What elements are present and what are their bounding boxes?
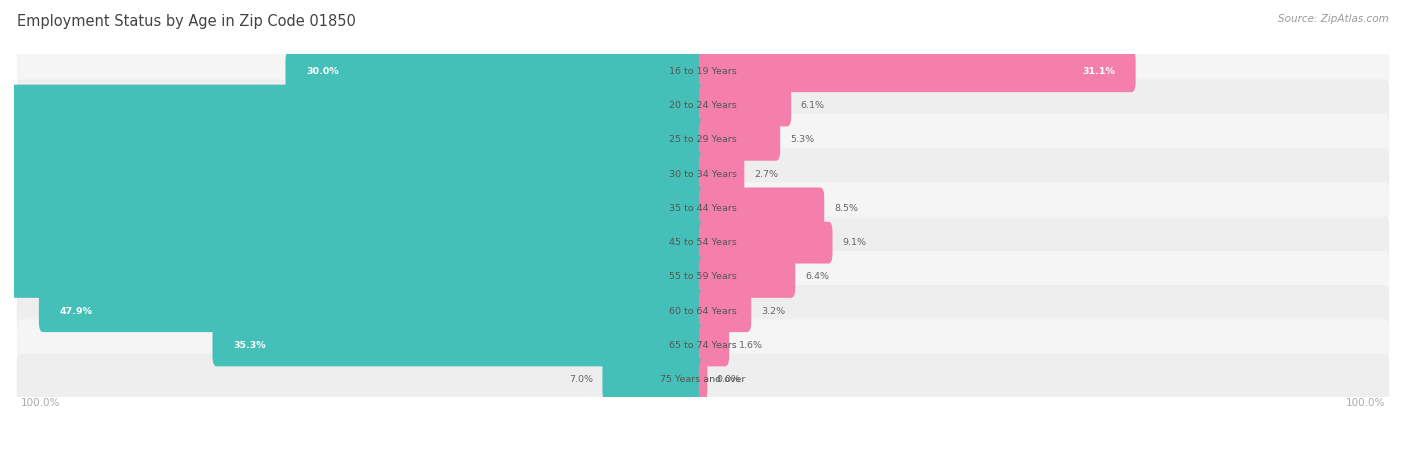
FancyBboxPatch shape [212, 325, 707, 366]
Text: 75 Years and over: 75 Years and over [661, 375, 745, 384]
Text: 100.0%: 100.0% [21, 398, 60, 408]
FancyBboxPatch shape [699, 119, 780, 161]
FancyBboxPatch shape [699, 188, 824, 229]
FancyBboxPatch shape [0, 222, 707, 263]
FancyBboxPatch shape [17, 79, 1389, 132]
FancyBboxPatch shape [0, 119, 707, 161]
FancyBboxPatch shape [17, 354, 1389, 406]
Text: 55 to 59 Years: 55 to 59 Years [669, 272, 737, 281]
FancyBboxPatch shape [0, 188, 707, 229]
Text: 20 to 24 Years: 20 to 24 Years [669, 101, 737, 110]
Text: 8.5%: 8.5% [834, 204, 858, 213]
FancyBboxPatch shape [17, 114, 1389, 166]
FancyBboxPatch shape [17, 285, 1389, 337]
FancyBboxPatch shape [17, 45, 1389, 97]
Text: 60 to 64 Years: 60 to 64 Years [669, 307, 737, 316]
Text: 1.6%: 1.6% [738, 341, 763, 350]
Text: Employment Status by Age in Zip Code 01850: Employment Status by Age in Zip Code 018… [17, 14, 356, 28]
Text: 35.3%: 35.3% [233, 341, 266, 350]
Text: 45 to 54 Years: 45 to 54 Years [669, 238, 737, 247]
Text: 2.7%: 2.7% [754, 170, 778, 179]
FancyBboxPatch shape [602, 359, 707, 400]
FancyBboxPatch shape [0, 85, 707, 126]
Text: 9.1%: 9.1% [842, 238, 866, 247]
Text: 0.0%: 0.0% [717, 375, 741, 384]
Text: 16 to 19 Years: 16 to 19 Years [669, 67, 737, 76]
FancyBboxPatch shape [17, 182, 1389, 235]
FancyBboxPatch shape [699, 222, 832, 263]
FancyBboxPatch shape [285, 51, 707, 92]
Text: Source: ZipAtlas.com: Source: ZipAtlas.com [1278, 14, 1389, 23]
FancyBboxPatch shape [39, 290, 707, 332]
Text: 6.1%: 6.1% [801, 101, 825, 110]
FancyBboxPatch shape [699, 51, 1136, 92]
Text: 35 to 44 Years: 35 to 44 Years [669, 204, 737, 213]
Text: 5.3%: 5.3% [790, 135, 814, 144]
FancyBboxPatch shape [17, 216, 1389, 269]
Text: 65 to 74 Years: 65 to 74 Years [669, 341, 737, 350]
Text: 3.2%: 3.2% [761, 307, 785, 316]
Text: 30 to 34 Years: 30 to 34 Years [669, 170, 737, 179]
Text: 6.4%: 6.4% [806, 272, 830, 281]
Text: 7.0%: 7.0% [569, 375, 593, 384]
FancyBboxPatch shape [17, 148, 1389, 200]
Text: 47.9%: 47.9% [59, 307, 93, 316]
FancyBboxPatch shape [0, 256, 707, 298]
Text: 31.1%: 31.1% [1083, 67, 1115, 76]
FancyBboxPatch shape [699, 290, 751, 332]
Text: 100.0%: 100.0% [1346, 398, 1385, 408]
Text: 25 to 29 Years: 25 to 29 Years [669, 135, 737, 144]
FancyBboxPatch shape [699, 325, 730, 366]
FancyBboxPatch shape [17, 319, 1389, 372]
FancyBboxPatch shape [699, 85, 792, 126]
FancyBboxPatch shape [699, 256, 796, 298]
Text: 30.0%: 30.0% [307, 67, 339, 76]
FancyBboxPatch shape [699, 153, 744, 195]
FancyBboxPatch shape [0, 153, 707, 195]
FancyBboxPatch shape [699, 359, 707, 400]
FancyBboxPatch shape [17, 251, 1389, 303]
